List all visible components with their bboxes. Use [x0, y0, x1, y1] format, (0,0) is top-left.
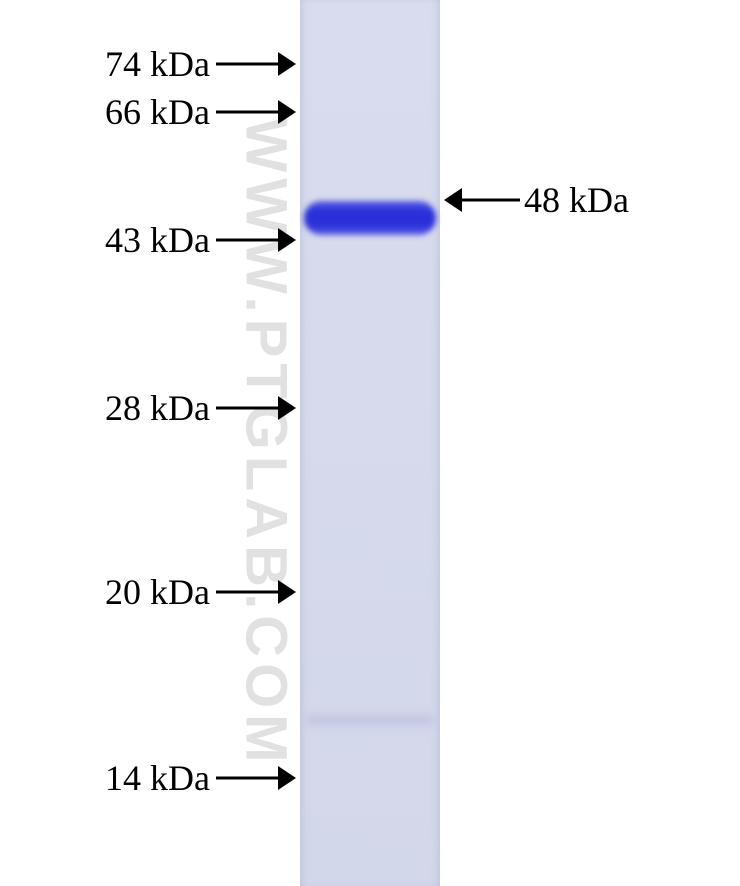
ladder-label: 66 kDa — [105, 91, 210, 133]
ladder-label: 43 kDa — [105, 219, 210, 261]
main-band-48kda — [304, 201, 436, 235]
ladder-label: 20 kDa — [105, 571, 210, 613]
ladder-label: 74 kDa — [105, 43, 210, 85]
ladder-label: 28 kDa — [105, 387, 210, 429]
ladder-label: 14 kDa — [105, 757, 210, 799]
annotation-label: 48 kDa — [524, 179, 629, 221]
gel-lane — [300, 0, 440, 886]
watermark-text: WWW.PTGLAB.COM — [233, 117, 300, 768]
faint-band-low — [306, 713, 434, 727]
gel-figure: WWW.PTGLAB.COM 74 kDa 66 kDa 43 kDa 28 kDa 2… — [0, 0, 740, 886]
